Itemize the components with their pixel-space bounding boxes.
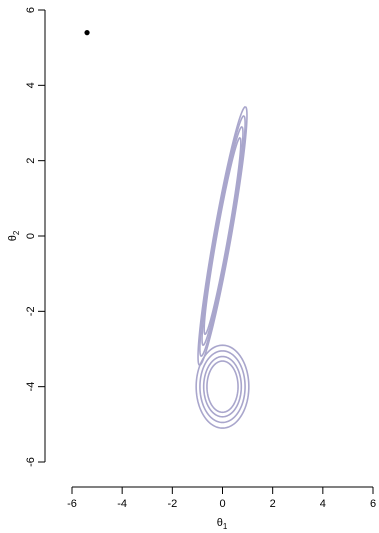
contour-line-elongated [203,136,242,336]
contour-lines [195,106,250,429]
x-tick-label: -4 [117,498,127,510]
y-axis-title: θ2 [7,230,21,241]
x-axis-title: θ1 [217,517,228,531]
data-points [84,29,90,36]
y-tick-label: 2 [25,158,37,164]
y-axis-ticks: -6 -4 -2 0 2 4 6 [25,7,45,467]
contour-line-elongated [201,126,244,346]
x-tick-label: 4 [320,498,326,510]
y-tick-label: 0 [25,233,37,239]
contour-line-elongated [199,115,246,357]
x-tick-label: 0 [219,498,225,510]
x-tick-label: 6 [370,498,376,510]
y-tick-label: 6 [25,7,37,13]
contour-line-round [199,350,246,424]
x-tick-label: 2 [270,498,276,510]
y-tick-label: -4 [25,382,37,392]
contour-line-round [206,360,239,414]
contour-line-elongated [197,106,248,366]
y-tick-label: -6 [25,457,37,467]
y-tick-label: 4 [25,82,37,88]
x-tick-label: -6 [67,498,77,510]
y-tick-label: -2 [25,306,37,316]
x-tick-label: -2 [167,498,177,510]
x-axis-ticks: -6 -4 -2 0 2 4 6 [67,487,376,510]
data-point [84,29,90,36]
contour-line-round [202,355,243,418]
contour-line-round [195,344,250,429]
